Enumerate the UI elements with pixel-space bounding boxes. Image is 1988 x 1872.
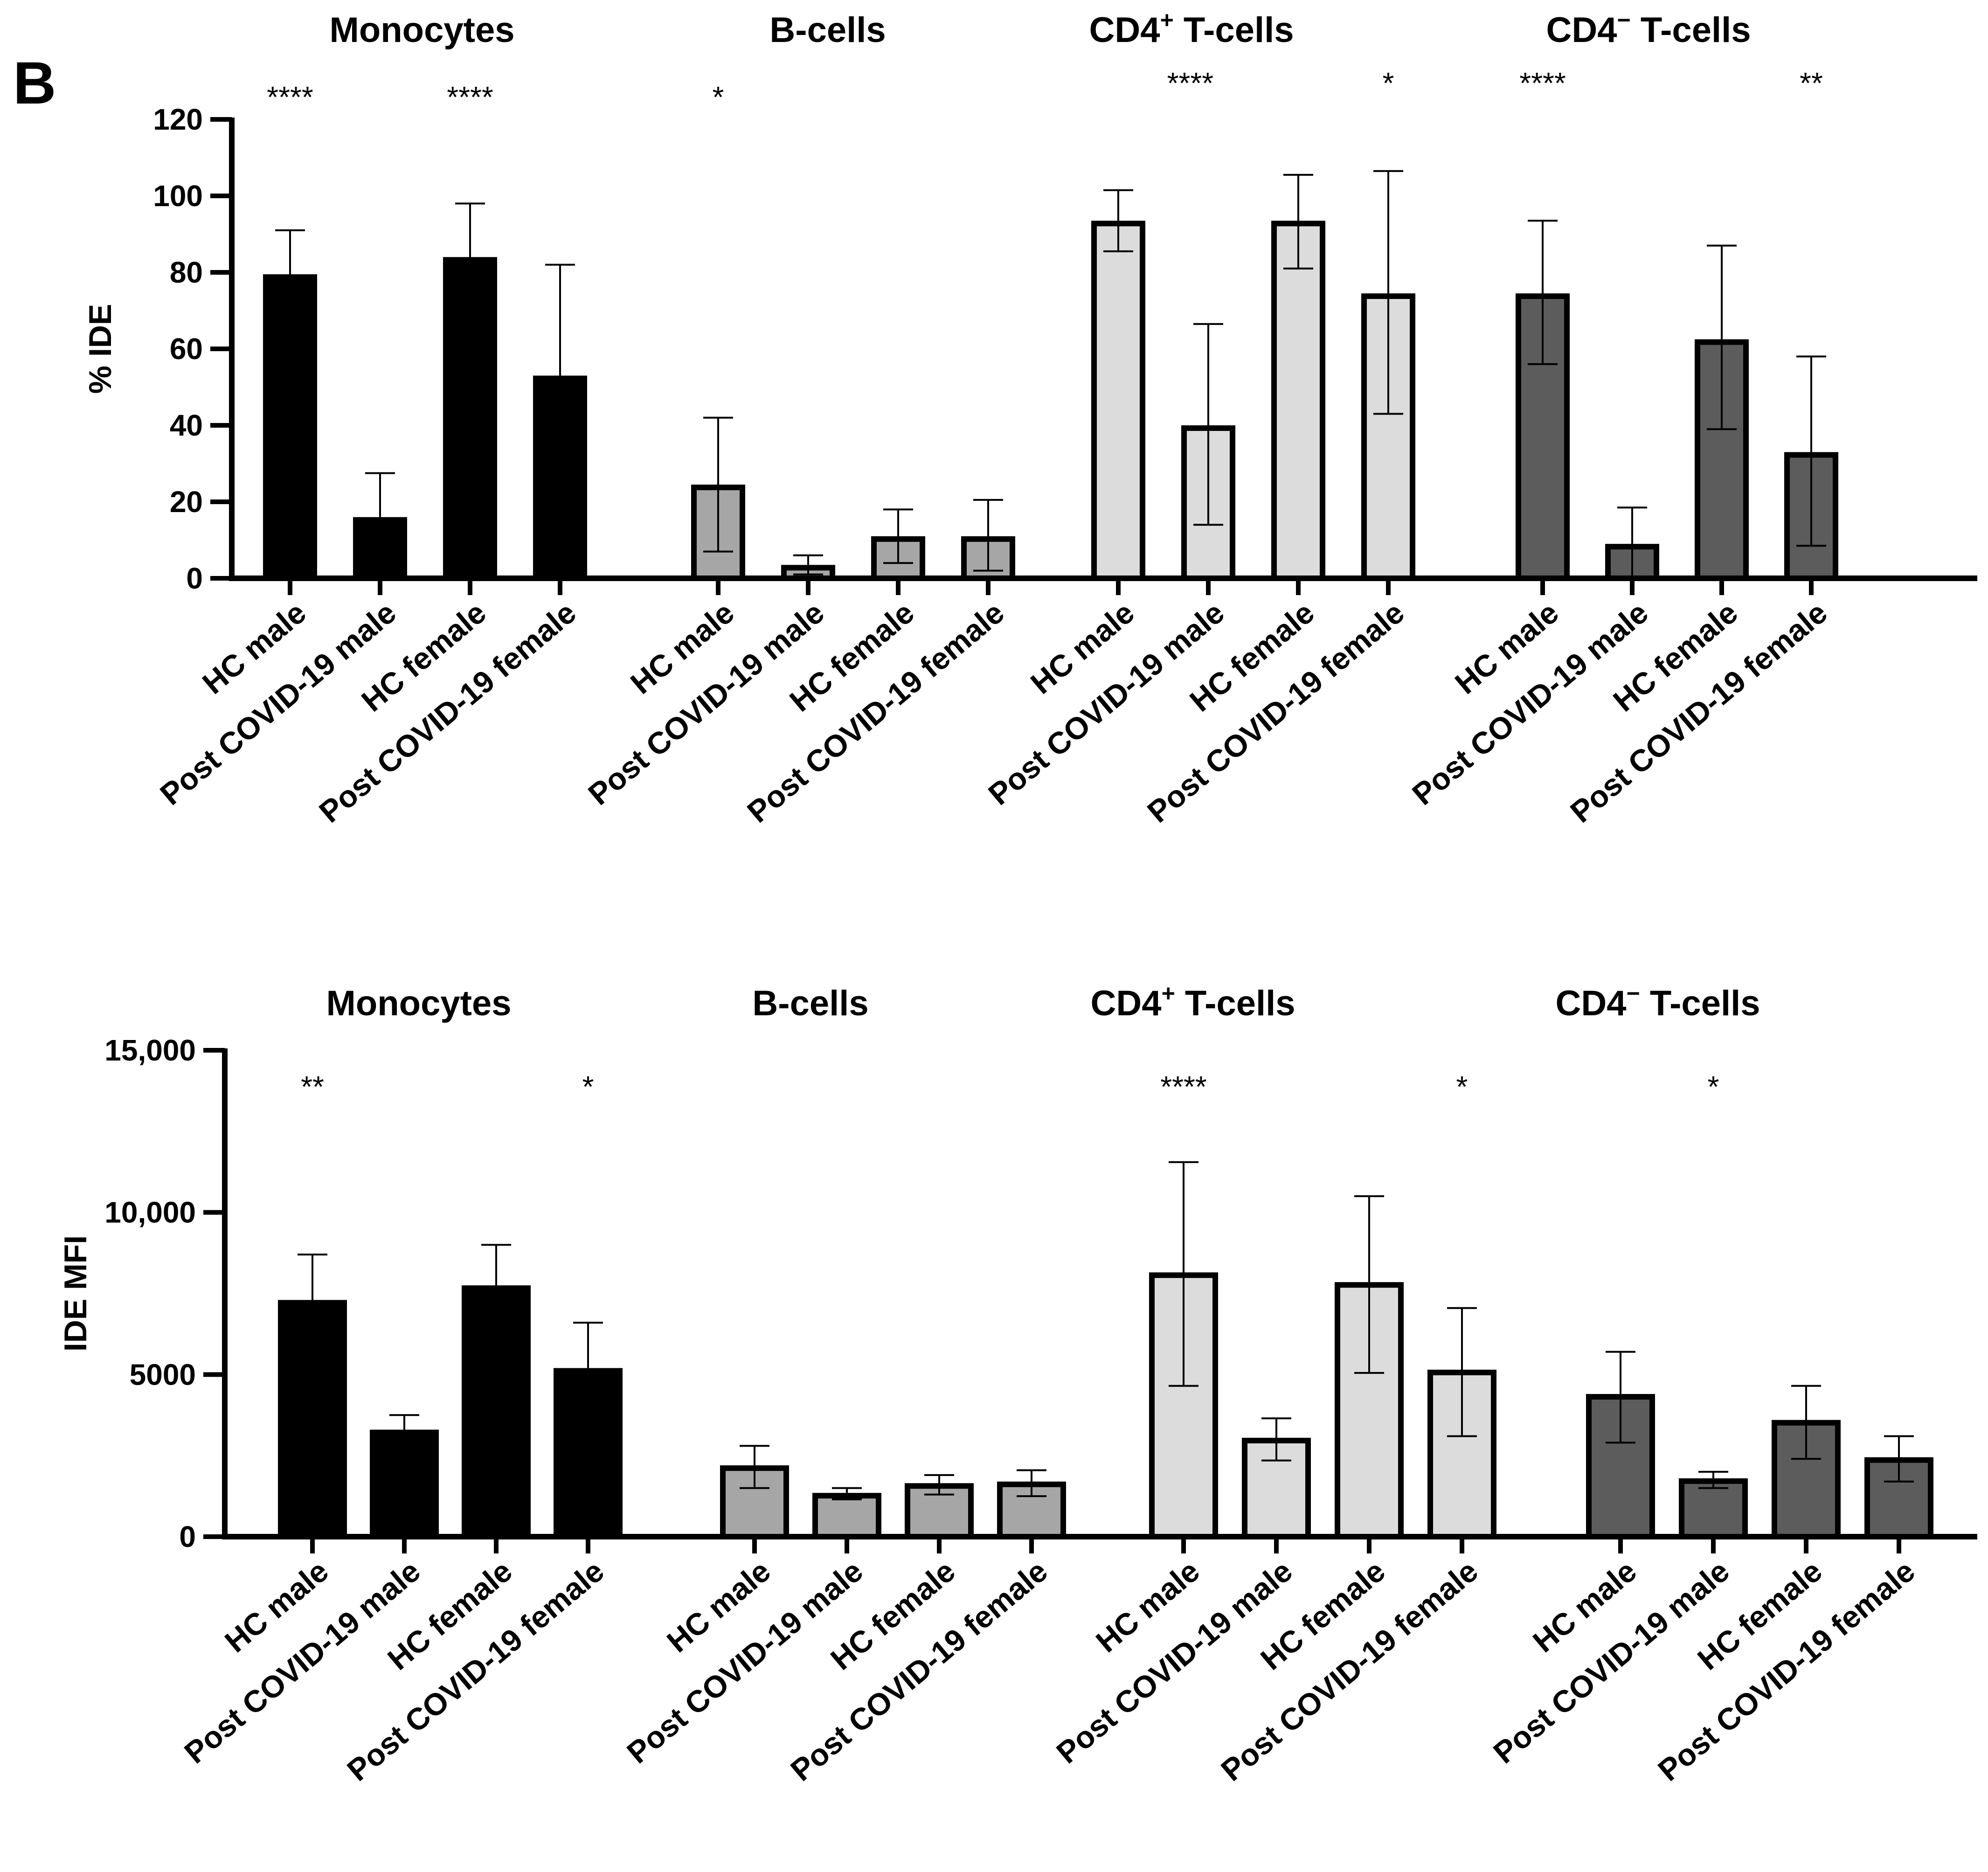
panel-label: B <box>13 50 56 117</box>
group-title-cd4minus-t-cells-pct: CD4− T-cells <box>1546 7 1751 50</box>
significance-marker-pct: **** <box>447 80 493 114</box>
bar-monocytes-post-covid-19-female-mfi <box>554 1368 623 1537</box>
group-title-cd4minus-t-cells-mfi: CD4− T-cells <box>1556 980 1760 1023</box>
significance-marker-pct: * <box>713 80 724 114</box>
bar-cd4plus-t-cells-hc-female-pct <box>1271 221 1325 581</box>
group-title-cd4plus-t-cells-pct: CD4+ T-cells <box>1089 7 1294 50</box>
bar-monocytes-hc-female-mfi <box>462 1285 531 1537</box>
y-tick-label-pct: 100 <box>153 179 203 213</box>
y-tick-label-mfi: 5000 <box>130 1358 196 1391</box>
y-tick-label-mfi: 15,000 <box>104 1033 196 1067</box>
y-tick-label-pct: 40 <box>170 409 203 442</box>
significance-marker-mfi: * <box>1456 1070 1468 1103</box>
significance-marker-pct: **** <box>1519 66 1566 100</box>
bar-monocytes-hc-male-mfi <box>278 1300 347 1537</box>
y-tick-label-mfi: 0 <box>179 1520 196 1553</box>
y-tick-label-pct: 80 <box>170 256 203 289</box>
group-title-monocytes-mfi: Monocytes <box>326 984 512 1023</box>
bar-monocytes-hc-male-pct <box>263 274 317 578</box>
bar-b-cells-post-covid-19-male-mfi <box>812 1493 881 1539</box>
significance-marker-pct: **** <box>1167 66 1214 100</box>
significance-marker-pct: * <box>1383 66 1394 100</box>
y-tick-label-pct: 120 <box>153 103 203 136</box>
group-title-b-cells-mfi: B-cells <box>752 984 868 1023</box>
group-title-b-cells-pct: B-cells <box>769 10 886 50</box>
y-tick-label-mfi: 10,000 <box>104 1196 196 1229</box>
significance-marker-mfi: * <box>582 1070 594 1103</box>
bar-monocytes-post-covid-19-male-pct <box>353 517 407 578</box>
significance-marker-mfi: ** <box>301 1070 324 1103</box>
bar-monocytes-hc-female-pct <box>443 257 497 578</box>
y-tick-label-pct: 60 <box>170 332 203 366</box>
y-axis-title-pct: % IDE <box>83 304 118 394</box>
group-title-monocytes-pct: Monocytes <box>330 10 515 50</box>
y-tick-label-pct: 0 <box>186 562 203 595</box>
bar-monocytes-post-covid-19-male-mfi <box>370 1429 439 1537</box>
y-tick-label-pct: 20 <box>170 485 203 519</box>
significance-marker-mfi: * <box>1708 1070 1719 1103</box>
bar-cd4minus-t-cells-post-covid-19-male-mfi <box>1679 1478 1748 1540</box>
group-title-cd4plus-t-cells-mfi: CD4+ T-cells <box>1091 980 1295 1023</box>
significance-marker-pct: **** <box>267 80 313 114</box>
bar-monocytes-post-covid-19-female-pct <box>533 375 587 578</box>
bar-cd4plus-t-cells-hc-male-pct <box>1091 221 1145 581</box>
significance-marker-pct: ** <box>1800 66 1823 100</box>
bar-cd4plus-t-cells-post-covid-19-male-mfi <box>1242 1437 1311 1539</box>
significance-marker-mfi: **** <box>1160 1070 1207 1103</box>
y-axis-title-mfi: IDE MFI <box>58 1235 93 1352</box>
